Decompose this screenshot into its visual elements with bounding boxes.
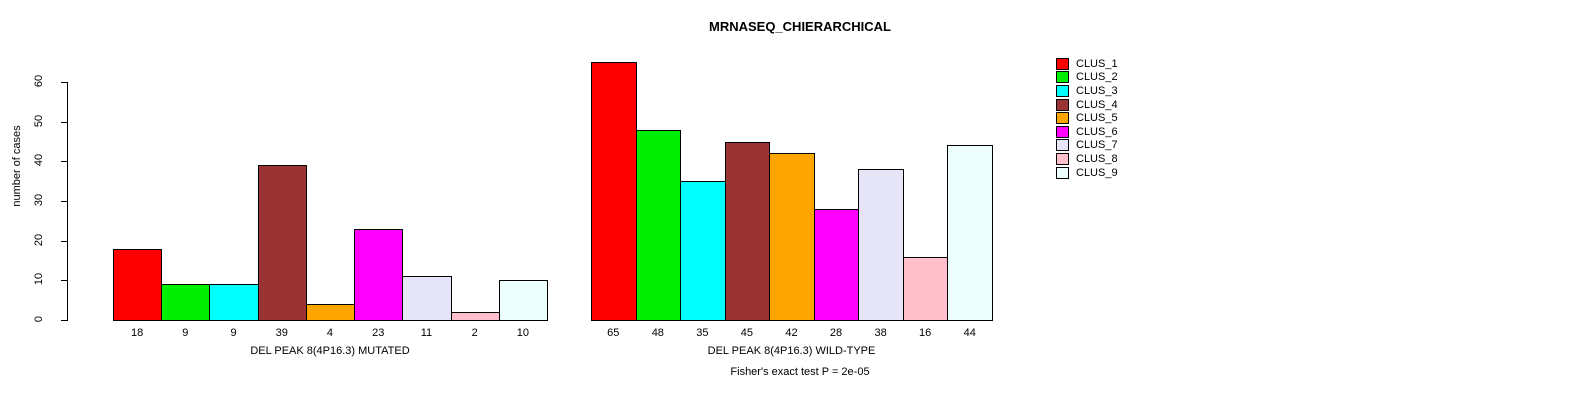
- legend-item-label: CLUS_6: [1076, 125, 1118, 138]
- bar-value-label: 28: [829, 327, 843, 339]
- legend-color-swatch: [1056, 112, 1069, 125]
- bar: [858, 169, 904, 321]
- legend-item[interactable]: CLUS_8: [1056, 152, 1118, 166]
- bar: [402, 276, 452, 321]
- y-axis-tick: [61, 82, 67, 83]
- legend-color-swatch: [1056, 125, 1069, 138]
- chart-title: MRNASEQ_CHIERARCHICAL: [708, 19, 891, 34]
- bar: [305, 304, 356, 321]
- bar-value-label: 9: [230, 327, 237, 339]
- y-axis-tick-label: 30: [33, 193, 45, 207]
- legend-item[interactable]: CLUS_6: [1056, 125, 1118, 139]
- legend-item[interactable]: CLUS_5: [1056, 111, 1118, 125]
- legend-color-swatch: [1056, 166, 1069, 179]
- legend-color-swatch: [1056, 84, 1069, 97]
- bar-value-label: 35: [696, 327, 709, 339]
- legend-item-label: CLUS_7: [1076, 139, 1118, 152]
- bar: [902, 256, 949, 321]
- bar-value-label: 48: [651, 327, 664, 339]
- x-axis-label-wild-type: DEL PEAK 8(4P16.3) WILD-TYPE: [707, 345, 876, 357]
- y-axis-tick: [61, 280, 67, 281]
- y-axis-tick: [61, 161, 67, 162]
- bar-value-label: 16: [919, 327, 932, 339]
- bar: [113, 248, 163, 321]
- bar-value-label: 45: [740, 327, 754, 339]
- legend-color-swatch: [1056, 98, 1069, 111]
- legend-item-label: CLUS_3: [1076, 84, 1118, 97]
- y-axis-tick-label: 40: [33, 154, 45, 167]
- bar-value-label: 42: [785, 327, 798, 339]
- legend-item[interactable]: CLUS_3: [1056, 84, 1118, 98]
- legend-item-label: CLUS_9: [1076, 166, 1118, 179]
- bar-value-label: 11: [420, 327, 433, 339]
- statistical-annotation: Fisher's exact test P = 2e-05: [730, 366, 870, 378]
- legend-color-swatch: [1056, 139, 1069, 152]
- legend-item[interactable]: CLUS_1: [1056, 57, 1118, 71]
- bar: [257, 165, 307, 321]
- y-axis-tick-label: 50: [33, 114, 45, 127]
- bar: [769, 153, 815, 321]
- bar: [209, 284, 259, 321]
- bar: [591, 62, 637, 321]
- legend-item-label: CLUS_2: [1076, 71, 1118, 84]
- y-axis-tick-label: 0: [33, 315, 45, 323]
- legend-color-swatch: [1056, 57, 1069, 70]
- bar-value-label: 2: [471, 327, 478, 339]
- bar: [680, 181, 726, 321]
- bar-value-label: 18: [130, 327, 144, 339]
- legend-item-label: CLUS_5: [1076, 112, 1118, 125]
- y-axis-tick: [61, 241, 67, 242]
- y-axis-tick-label: 20: [33, 233, 45, 246]
- y-axis-tick: [61, 201, 67, 202]
- y-axis-tick: [61, 122, 67, 123]
- y-axis-label: number of cases: [11, 125, 23, 207]
- legend-item-label: CLUS_8: [1076, 152, 1118, 165]
- bar-value-label: 39: [275, 327, 288, 339]
- x-axis-label-mutated: DEL PEAK 8(4P16.3) MUTATED: [250, 345, 410, 357]
- bar: [724, 141, 771, 321]
- legend-color-swatch: [1056, 152, 1069, 165]
- bar: [450, 312, 500, 321]
- legend-item-label: CLUS_4: [1076, 98, 1118, 111]
- legend-item-label: CLUS_1: [1076, 57, 1118, 70]
- bar: [635, 129, 682, 321]
- bar: [947, 145, 993, 321]
- bar: [161, 284, 211, 321]
- bar-value-label: 9: [182, 327, 189, 339]
- y-axis-tick: [61, 320, 67, 321]
- y-axis-tick-label: 60: [33, 74, 45, 88]
- bar-value-label: 38: [874, 327, 887, 339]
- bar-value-label: 10: [516, 327, 529, 339]
- legend-item[interactable]: CLUS_4: [1056, 98, 1118, 112]
- bar: [498, 280, 548, 321]
- legend-color-swatch: [1056, 71, 1069, 84]
- bar-value-label: 44: [963, 327, 976, 339]
- y-axis-tick-label: 10: [33, 273, 45, 286]
- bar: [813, 208, 860, 321]
- legend-item[interactable]: CLUS_2: [1056, 71, 1118, 85]
- bar: [354, 228, 404, 321]
- legend-item[interactable]: CLUS_7: [1056, 139, 1118, 153]
- bar-value-label: 23: [372, 327, 385, 339]
- legend-item[interactable]: CLUS_9: [1056, 166, 1118, 180]
- bar-value-label: 4: [326, 327, 334, 339]
- legend: CLUS_1 CLUS_2 CLUS_3 CLUS_4 CLUS_5 CLUS_6 CLUS…: [1056, 57, 1118, 179]
- y-axis-spine: [67, 82, 68, 321]
- bar-value-label: 65: [607, 327, 620, 339]
